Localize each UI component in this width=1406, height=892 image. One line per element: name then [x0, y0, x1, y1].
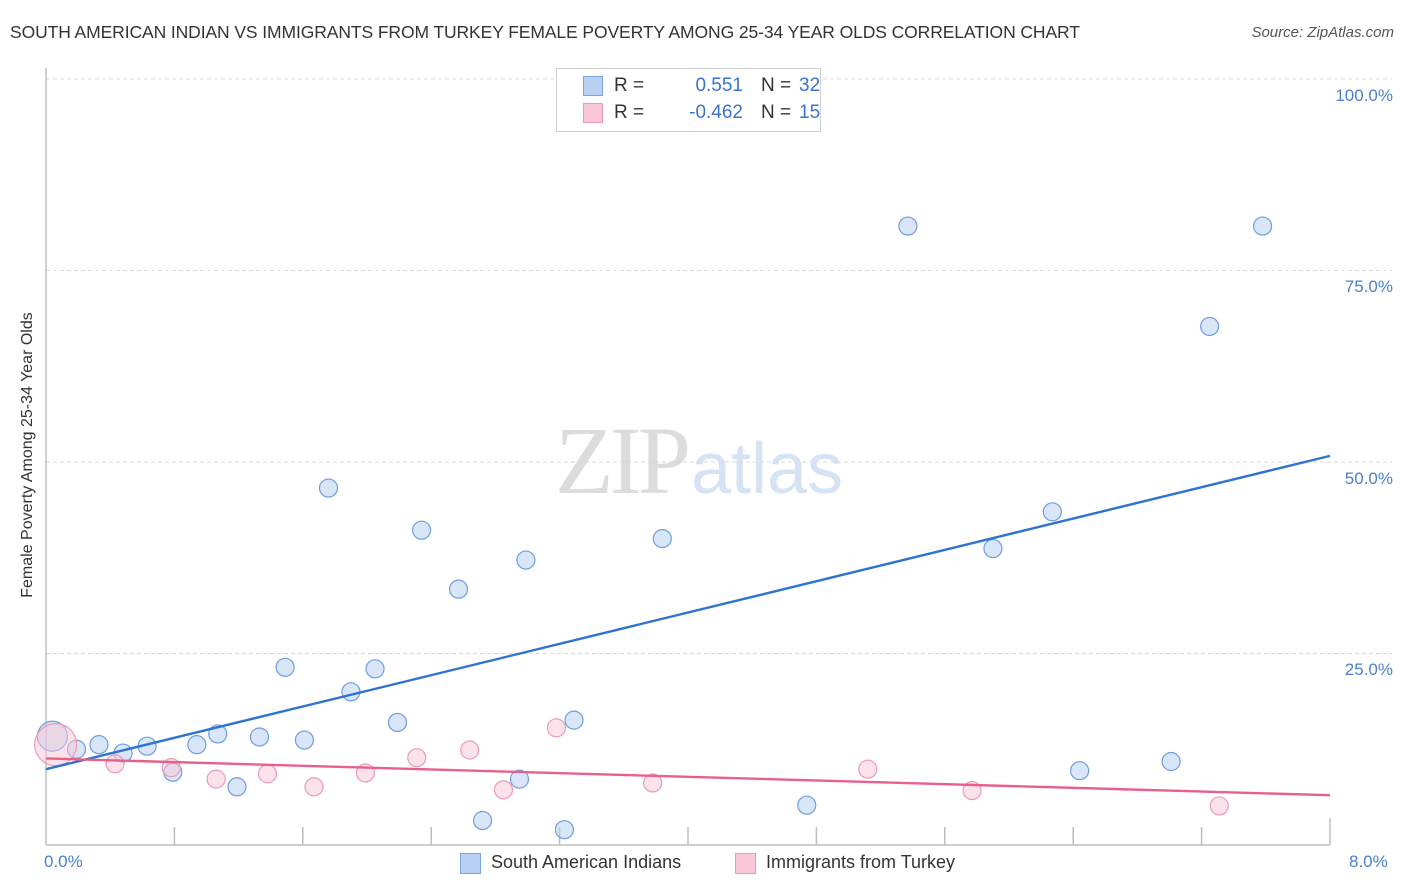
- data-point: [275, 657, 295, 677]
- data-point: [249, 727, 270, 747]
- chart-title: SOUTH AMERICAN INDIAN VS IMMIGRANTS FROM…: [10, 22, 1080, 42]
- data-point: [294, 730, 315, 750]
- data-point: [652, 528, 672, 549]
- r-value: 0.551: [695, 75, 743, 96]
- data-point: [493, 780, 514, 800]
- data-point: [387, 712, 408, 733]
- data-point: [509, 769, 530, 789]
- n-value: 15: [799, 102, 821, 123]
- swatch-pink-icon: [583, 103, 603, 123]
- data-point: [227, 777, 247, 797]
- data-point: [1252, 216, 1273, 236]
- data-point: [411, 520, 432, 540]
- axes: [45, 68, 1331, 846]
- y-tick-75: 75.0%: [1344, 277, 1393, 296]
- r-label: R =: [614, 102, 645, 123]
- data-point: [983, 538, 1003, 559]
- x-tick-8: 8.0%: [1349, 852, 1388, 871]
- x-tick-0: 0.0%: [44, 852, 83, 871]
- y-tick-100: 100.0%: [1335, 86, 1393, 105]
- data-point: [257, 764, 278, 784]
- data-point: [89, 735, 109, 755]
- legend-label: South American Indians: [491, 852, 682, 872]
- data-point: [1209, 796, 1229, 816]
- r-value: -0.462: [689, 102, 743, 123]
- gridlines: [46, 78, 1392, 654]
- data-point: [1161, 751, 1181, 772]
- legend-label: Immigrants from Turkey: [766, 852, 956, 872]
- data-point: [797, 795, 817, 815]
- swatch-blue-icon: [460, 853, 481, 874]
- data-point: [1042, 502, 1062, 522]
- data-point: [564, 710, 584, 730]
- data-point: [516, 550, 536, 570]
- data-point: [546, 718, 566, 738]
- n-label: N =: [761, 102, 792, 123]
- trend-line-south-american-indians: [45, 454, 1331, 771]
- data-point: [318, 478, 339, 498]
- data-point: [206, 769, 226, 789]
- correlation-legend: R = 0.551 N = 32 R = -0.462 N = 15: [556, 68, 821, 132]
- data-point: [105, 754, 125, 774]
- swatch-pink-icon: [735, 853, 756, 874]
- data-point: [898, 216, 918, 236]
- data-point: [304, 777, 324, 797]
- source-label: Source: ZipAtlas.com: [1251, 24, 1394, 41]
- series-south-american-indians-points: [36, 216, 1273, 840]
- data-point: [407, 748, 427, 768]
- trend-lines: [45, 454, 1331, 797]
- series-immigrants-from-turkey-points: [34, 718, 1229, 816]
- data-point: [1200, 316, 1220, 337]
- swatch-blue-icon: [583, 76, 603, 96]
- y-tick-25: 25.0%: [1344, 660, 1393, 679]
- y-axis-label: Female Poverty Among 25-34 Year Olds: [19, 312, 36, 598]
- data-point: [472, 810, 493, 831]
- data-point: [554, 820, 575, 840]
- data-point: [341, 682, 361, 702]
- data-point: [643, 773, 663, 793]
- data-point: [460, 740, 480, 760]
- r-label: R =: [614, 75, 645, 96]
- n-label: N =: [761, 75, 792, 96]
- data-point: [858, 759, 878, 779]
- data-point: [365, 659, 385, 679]
- data-point: [448, 579, 469, 599]
- y-tick-50: 50.0%: [1344, 469, 1393, 488]
- trend-line-immigrants-from-turkey: [45, 757, 1331, 797]
- n-value: 32: [799, 75, 821, 96]
- data-point: [187, 735, 207, 755]
- data-point: [1070, 761, 1090, 781]
